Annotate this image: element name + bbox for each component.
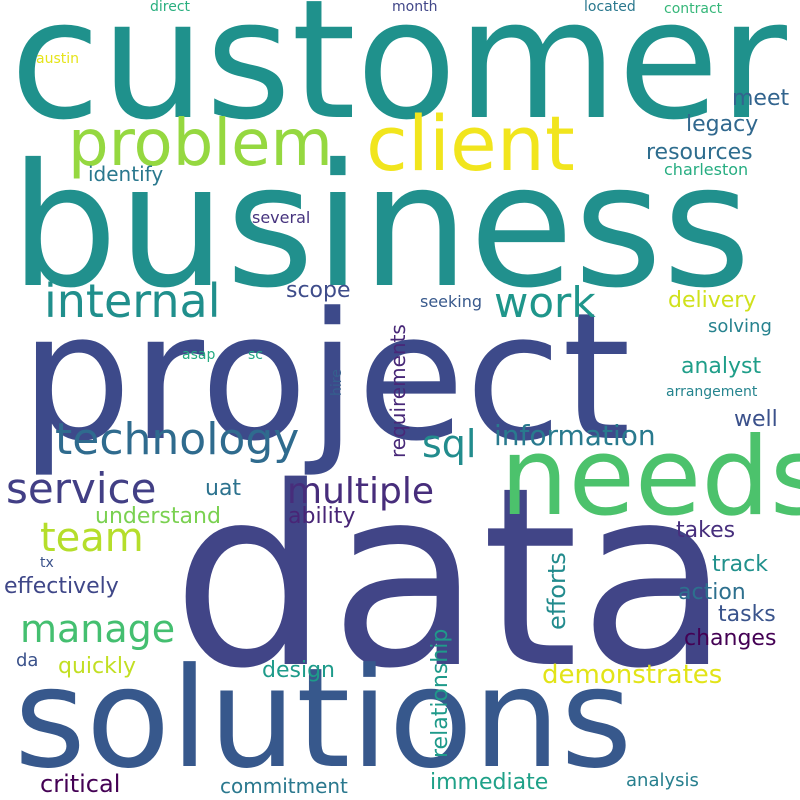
word-asap: asap — [182, 347, 216, 363]
word-efforts: efforts — [543, 552, 571, 630]
word-team: team — [40, 515, 144, 561]
word-work: work — [494, 278, 596, 327]
word-da: da — [16, 650, 39, 671]
word-sql: sql — [422, 422, 477, 466]
word-multiple: multiple — [287, 471, 435, 512]
word-solutions: solutions — [14, 638, 633, 799]
word-problem: problem — [68, 107, 333, 181]
word-needs: needs — [500, 415, 800, 540]
word-austin: austin — [36, 51, 79, 67]
word-several: several — [252, 208, 311, 227]
word-demonstrates: demonstrates — [542, 660, 723, 690]
word-understand: understand — [95, 504, 221, 529]
word-arrangement: arrangement — [666, 384, 758, 400]
word-contract: contract — [664, 1, 723, 17]
word-effectively: effectively — [4, 574, 119, 599]
word-legacy: legacy — [686, 112, 759, 137]
word-action: action — [678, 580, 746, 605]
word-service: service — [6, 464, 157, 513]
word-manage: manage — [20, 607, 176, 651]
word-design: design — [262, 658, 335, 683]
word-tx: tx — [40, 555, 54, 571]
word-information: information — [494, 419, 656, 452]
word-scope: scope — [286, 278, 351, 303]
word-data: data — [172, 435, 731, 723]
word-relationship: relationship — [428, 628, 453, 758]
word-requirements: requirements — [386, 324, 410, 458]
word-month: month — [392, 0, 438, 15]
word-ability: ability — [288, 504, 356, 529]
word-seeking: seeking — [420, 292, 483, 311]
word-internal: internal — [44, 274, 221, 328]
word-uat: uat — [205, 476, 242, 501]
word-direct: direct — [150, 0, 191, 15]
word-customer: customer — [10, 0, 787, 156]
word-changes: changes — [684, 626, 777, 651]
word-project: project — [20, 275, 631, 480]
word-well: well — [734, 407, 778, 432]
word-analysis: analysis — [626, 770, 699, 791]
word-hire: hire — [329, 369, 345, 396]
word-tasks: tasks — [718, 602, 776, 627]
word-solving: solving — [708, 316, 772, 337]
word-immediate: immediate — [430, 770, 549, 795]
word-commitment: commitment — [220, 774, 348, 798]
word-resources: resources — [646, 140, 753, 165]
word-client: client — [366, 99, 575, 188]
word-meet: meet — [732, 86, 790, 111]
word-charleston: charleston — [664, 160, 749, 179]
word-located: located — [584, 0, 636, 15]
word-business: business — [10, 128, 751, 326]
word-sc: sc — [248, 347, 263, 363]
word-delivery: delivery — [668, 288, 757, 313]
word-critical: critical — [40, 770, 121, 798]
word-takes: takes — [676, 518, 736, 543]
word-analyst: analyst — [681, 354, 762, 379]
word-quickly: quickly — [58, 654, 136, 679]
word-technology: technology — [55, 414, 300, 465]
word-track: track — [712, 552, 768, 577]
word-identify: identify — [88, 162, 164, 186]
